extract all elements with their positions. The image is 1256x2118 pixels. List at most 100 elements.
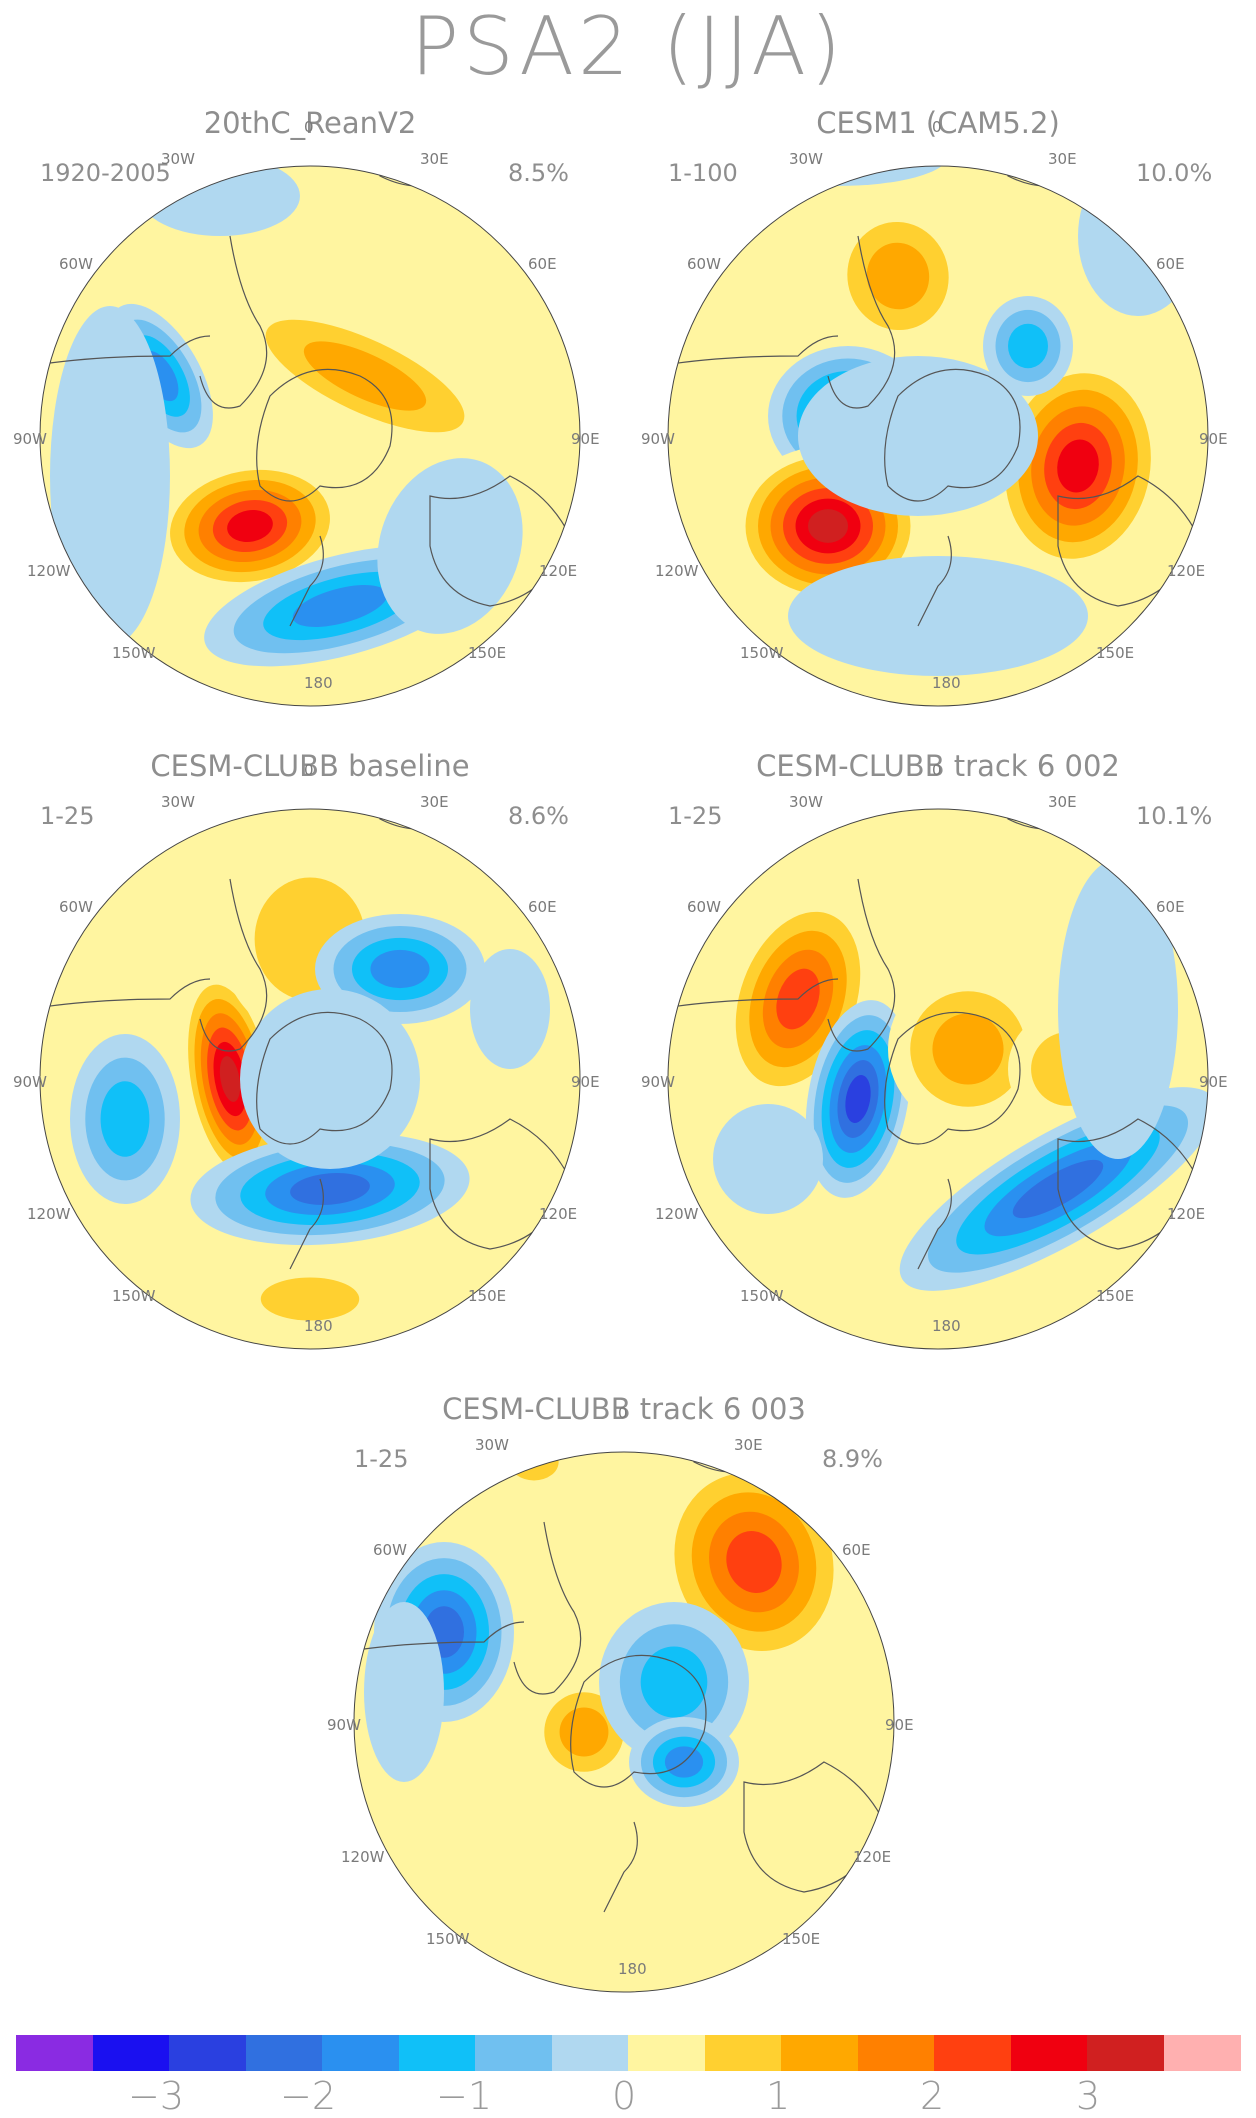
anomaly-contour bbox=[240, 989, 420, 1169]
colorbar-tick-label: −2 bbox=[280, 2074, 337, 2118]
longitude-label: 120W bbox=[655, 1205, 699, 1223]
longitude-label: 150W bbox=[112, 1287, 156, 1305]
longitude-label: 120E bbox=[1167, 562, 1206, 580]
coastline bbox=[827, 878, 896, 1052]
anomaly-contour bbox=[845, 1075, 871, 1123]
longitude-label: 120E bbox=[539, 1205, 578, 1223]
anomaly-contour bbox=[1057, 439, 1099, 493]
anomaly-contour bbox=[866, 242, 930, 310]
longitude-label: 90W bbox=[641, 1073, 675, 1091]
map-border bbox=[667, 165, 1209, 707]
coastline bbox=[199, 235, 268, 409]
panel-percent: 8.6% bbox=[508, 802, 569, 830]
colorbar-swatch bbox=[704, 2035, 782, 2071]
anomaly-contour bbox=[303, 341, 427, 411]
longitude-label: 90E bbox=[571, 1073, 600, 1091]
coastline bbox=[668, 978, 839, 1010]
longitude-label: 60W bbox=[373, 1541, 407, 1559]
longitude-label: 180 bbox=[932, 674, 961, 692]
panel-title: CESM1 (CAM5.2) bbox=[816, 106, 1060, 140]
longitude-label: 60E bbox=[1156, 898, 1185, 916]
coastline bbox=[289, 1178, 324, 1270]
panel-title: CESM-CLUBB baseline bbox=[150, 749, 470, 783]
longitude-label: 60W bbox=[59, 255, 93, 273]
panel-percent: 8.9% bbox=[822, 1445, 883, 1473]
colorbar-swatch bbox=[1010, 2035, 1088, 2071]
map-border bbox=[39, 808, 581, 1350]
colorbar bbox=[16, 2035, 1241, 2071]
coastline bbox=[668, 335, 839, 367]
anomaly-contour bbox=[260, 1277, 360, 1321]
colorbar-swatch bbox=[551, 2035, 629, 2071]
longitude-label: 180 bbox=[304, 674, 333, 692]
colorbar-swatch bbox=[628, 2035, 705, 2071]
panel-years: 1920-2005 bbox=[40, 159, 171, 187]
longitude-label: 90E bbox=[1199, 430, 1228, 448]
coastline bbox=[256, 1011, 393, 1145]
anomaly-contour bbox=[559, 1707, 609, 1757]
colorbar-swatch bbox=[1087, 2035, 1164, 2071]
longitude-label: 90W bbox=[13, 1073, 47, 1091]
longitude-label: 60W bbox=[59, 898, 93, 916]
longitude-label: 150E bbox=[468, 1287, 507, 1305]
anomaly-contour bbox=[370, 949, 430, 989]
longitude-label: 60E bbox=[1156, 255, 1185, 273]
longitude-label: 150W bbox=[112, 644, 156, 662]
anomaly-contour bbox=[364, 1602, 444, 1782]
colorbar-swatch bbox=[16, 2035, 93, 2071]
longitude-label: 150W bbox=[740, 644, 784, 662]
colorbar-tick-label: −3 bbox=[128, 2074, 185, 2118]
anomaly-contour bbox=[932, 1013, 1004, 1085]
colorbar-swatch bbox=[169, 2035, 246, 2071]
longitude-label: 0 bbox=[304, 761, 314, 779]
panel-years: 1-25 bbox=[354, 1445, 409, 1473]
polar-map bbox=[353, 1451, 895, 1993]
longitude-label: 90E bbox=[571, 430, 600, 448]
longitude-label: 120W bbox=[655, 562, 699, 580]
longitude-label: 120W bbox=[341, 1848, 385, 1866]
polar-map bbox=[39, 165, 581, 707]
panel-years: 1-25 bbox=[668, 802, 723, 830]
anomaly-contour bbox=[788, 556, 1088, 676]
map-border bbox=[39, 165, 581, 707]
longitude-label: 30E bbox=[420, 150, 449, 168]
coastline bbox=[827, 235, 896, 409]
longitude-label: 150E bbox=[1096, 1287, 1135, 1305]
coastline bbox=[917, 535, 952, 627]
longitude-label: 120E bbox=[853, 1848, 892, 1866]
colorbar-tick-label: 3 bbox=[1076, 2074, 1101, 2118]
map-border bbox=[667, 808, 1209, 1350]
colorbar-swatch bbox=[398, 2035, 476, 2071]
coastline bbox=[256, 368, 393, 502]
longitude-label: 0 bbox=[618, 1404, 628, 1422]
longitude-label: 60E bbox=[528, 898, 557, 916]
anomaly-contour bbox=[292, 584, 388, 628]
colorbar-swatch bbox=[934, 2035, 1011, 2071]
panel-title: CESM-CLUBB track 6 002 bbox=[756, 749, 1120, 783]
coastline bbox=[289, 535, 324, 627]
coastline bbox=[917, 1178, 952, 1270]
longitude-label: 0 bbox=[932, 761, 942, 779]
panel-percent: 10.0% bbox=[1136, 159, 1213, 187]
coastline bbox=[884, 1011, 1021, 1145]
anomaly-contour bbox=[470, 949, 550, 1069]
longitude-label: 180 bbox=[618, 1960, 647, 1978]
anomaly-contour bbox=[1078, 166, 1198, 316]
anomaly-contour bbox=[100, 1081, 150, 1157]
figure-title: PSA2 (JJA) bbox=[410, 0, 846, 93]
polar-map bbox=[667, 165, 1209, 707]
panel-title: 20thC_ReanV2 bbox=[203, 106, 417, 140]
coastline bbox=[570, 1654, 707, 1788]
colorbar-tick-label: 2 bbox=[920, 2074, 945, 2118]
longitude-label: 30W bbox=[789, 150, 823, 168]
longitude-label: 180 bbox=[932, 1317, 961, 1335]
panel-years: 1-100 bbox=[668, 159, 738, 187]
anomaly-contour bbox=[50, 306, 170, 646]
anomaly-contour bbox=[713, 1104, 823, 1214]
longitude-label: 30W bbox=[789, 793, 823, 811]
longitude-label: 0 bbox=[932, 118, 942, 136]
anomaly-contour bbox=[614, 1912, 834, 1992]
longitude-label: 150E bbox=[468, 644, 507, 662]
longitude-label: 30E bbox=[1048, 793, 1077, 811]
